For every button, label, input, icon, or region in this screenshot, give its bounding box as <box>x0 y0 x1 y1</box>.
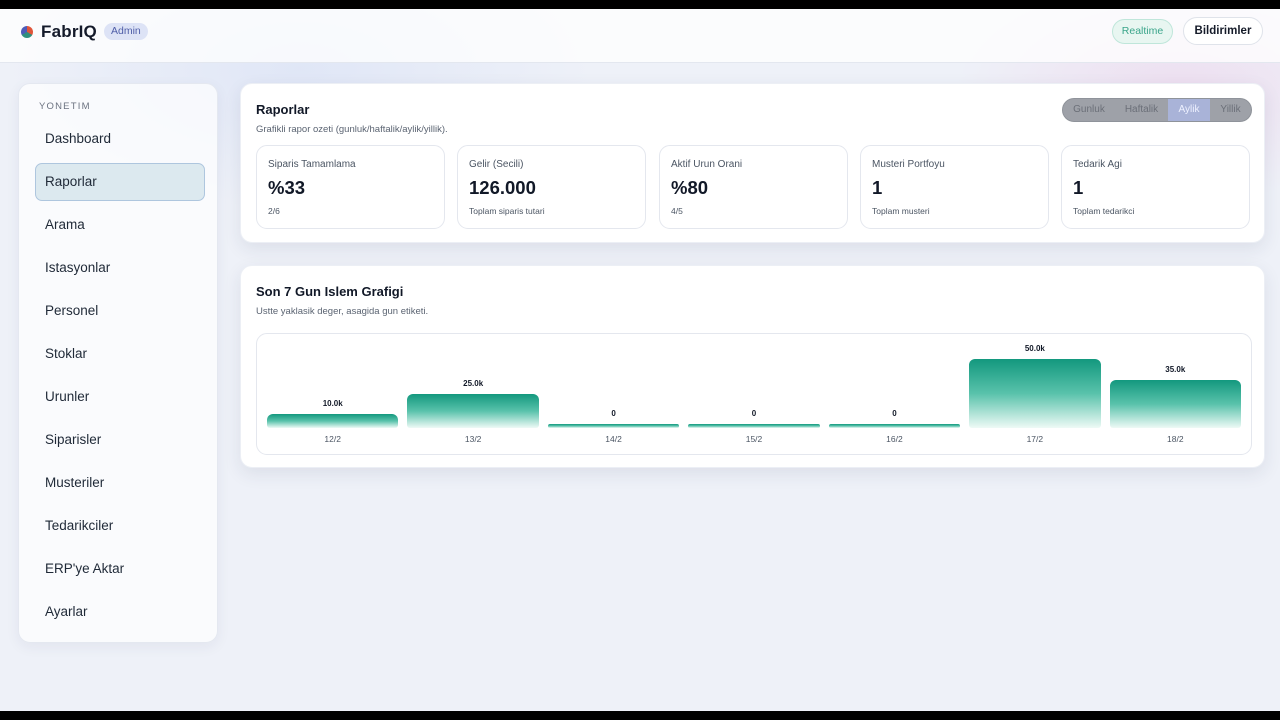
chart-category-label: 16/2 <box>886 434 903 444</box>
sidebar-item-erp-export[interactable]: ERP'ye Aktar <box>45 561 125 576</box>
kpi-foot: Toplam siparis tutari <box>469 206 545 216</box>
chart-bar-value-label: 50.0k <box>1024 344 1045 353</box>
chart-bar-value-label: 0 <box>751 409 757 418</box>
sidebar-section-label: YONETIM <box>39 101 91 112</box>
chart-category-label: 17/2 <box>1026 434 1044 444</box>
sidebar-item-raporlar[interactable]: Raporlar <box>35 163 205 201</box>
chart-bar <box>969 359 1101 428</box>
chart-bar-value-label: 35.0k <box>1165 364 1186 374</box>
kpi-value: 126.000 <box>469 177 536 198</box>
bar-chart: 10.0k 12/2 25.0k 13/2 0 14/2 0 15/2 0 16/2 50.0k 17… <box>256 333 1252 455</box>
chart-title: Son 7 Gun Islem Grafigi <box>256 284 404 299</box>
realtime-button[interactable]: Realtime <box>1112 19 1173 44</box>
sidebar: YONETIM Dashboard Raporlar Arama Istasyo… <box>18 83 218 643</box>
kpi-value: %80 <box>671 177 709 198</box>
sidebar-item-personel[interactable]: Personel <box>45 303 99 318</box>
sidebar-item-istasyonlar[interactable]: Istasyonlar <box>45 260 111 275</box>
chart-card: Son 7 Gun Islem Grafigi Ustte yaklasik d… <box>240 265 1265 468</box>
kpi-card-order-completion: Siparis Tamamlama %33 2/6 <box>256 145 445 229</box>
period-daily-button[interactable]: Gunluk <box>1073 104 1105 115</box>
kpi-label: Tedarik Agi <box>1073 159 1122 170</box>
brand-logo-icon <box>21 26 33 38</box>
chart-bar-value-label: 10.0k <box>322 399 343 409</box>
chart-bar <box>688 424 820 428</box>
sidebar-item-ayarlar[interactable]: Ayarlar <box>45 604 88 619</box>
chart-category-label: 12/2 <box>324 434 341 444</box>
period-monthly-button[interactable]: Aylik <box>1168 99 1210 121</box>
sidebar-item-tedarikciler[interactable]: Tedarikciler <box>45 518 114 533</box>
kpi-card-customer-portfolio: Musteri Portfoyu 1 Toplam musteri <box>860 145 1049 229</box>
period-weekly-button[interactable]: Haftalik <box>1124 104 1159 115</box>
chart-category-label: 14/2 <box>605 434 622 444</box>
chart-category-label: 15/2 <box>745 434 763 444</box>
sidebar-item-siparisler[interactable]: Siparisler <box>45 432 102 447</box>
kpi-foot: 2/6 <box>268 206 280 216</box>
brand-name: FabrIQ <box>41 22 97 41</box>
top-bar: FabrIQ Admin Realtime Bildirimler <box>0 9 1280 63</box>
kpi-value: 1 <box>1073 177 1084 198</box>
chart-category-label: 18/2 <box>1167 434 1184 444</box>
kpi-foot: Toplam musteri <box>872 206 930 216</box>
kpi-value: 1 <box>872 177 883 198</box>
kpi-card-revenue: Gelir (Secili) 126.000 Toplam siparis tu… <box>457 145 646 229</box>
kpi-card-supply-network: Tedarik Agi 1 Toplam tedarikci <box>1061 145 1250 229</box>
reports-card: Raporlar Grafikli rapor ozeti (gunluk/ha… <box>240 83 1265 243</box>
sidebar-item-arama[interactable]: Arama <box>45 217 85 232</box>
chart-bar <box>407 393 539 428</box>
chart-bar-value-label: 25.0k <box>463 378 484 388</box>
kpi-card-active-products: Aktif Urun Orani %80 4/5 <box>659 145 848 229</box>
period-toggle: Gunluk Haftalik Aylik Yillik <box>1062 98 1252 122</box>
sidebar-item-musteriler[interactable]: Musteriler <box>45 475 105 490</box>
sidebar-item-urunler[interactable]: Urunler <box>45 389 90 404</box>
kpi-label: Musteri Portfoyu <box>872 159 945 170</box>
notifications-button[interactable]: Bildirimler <box>1183 17 1263 45</box>
kpi-value: %33 <box>268 177 306 198</box>
sidebar-item-dashboard[interactable]: Dashboard <box>45 131 112 146</box>
sidebar-item-stoklar[interactable]: Stoklar <box>45 346 88 361</box>
chart-subtitle: Ustte yaklasik deger, asagida gun etiket… <box>256 306 429 317</box>
chart-bar <box>547 424 680 428</box>
chart-bar <box>267 414 399 428</box>
kpi-label: Gelir (Secili) <box>469 159 524 170</box>
kpi-foot: 4/5 <box>671 206 683 216</box>
reports-subtitle: Grafikli rapor ozeti (gunluk/haftalik/ay… <box>256 124 448 135</box>
kpi-foot: Toplam tedarikci <box>1073 206 1135 216</box>
chart-bar <box>1109 379 1241 428</box>
chart-bar-value-label: 0 <box>611 409 616 418</box>
chart-bar-value-label: 0 <box>892 409 897 418</box>
reports-title: Raporlar <box>256 102 310 117</box>
chart-category-label: 13/2 <box>464 434 482 444</box>
kpi-label: Aktif Urun Orani <box>671 159 743 170</box>
app-window: FabrIQ Admin Realtime Bildirimler YONETI… <box>0 9 1280 711</box>
role-badge: Admin <box>104 23 148 40</box>
kpi-label: Siparis Tamamlama <box>268 159 356 170</box>
period-yearly-button[interactable]: Yillik <box>1220 104 1241 115</box>
chart-bar <box>828 424 961 428</box>
